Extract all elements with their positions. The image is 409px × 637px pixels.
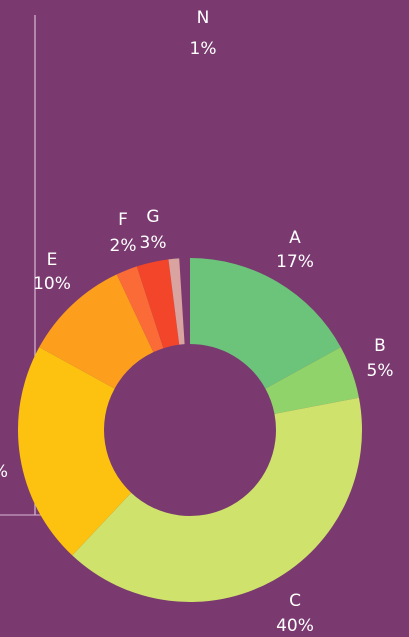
donut — [17, 258, 362, 602]
donut-slice — [168, 258, 185, 345]
slice-name: B — [374, 336, 386, 356]
slice-value-label: 10% — [33, 274, 71, 294]
slice-name: C — [289, 591, 301, 611]
slice-value-label: 1% — [190, 39, 217, 59]
donut-slice — [72, 397, 362, 602]
labels: A 17% B 5% C 40%% E 10% F 2% G 3% N 1% — [0, 8, 393, 636]
donut-slice — [17, 347, 132, 556]
slice-value-label: % — [0, 462, 8, 482]
donut-slice — [136, 259, 180, 349]
donut-slice — [116, 266, 164, 353]
slice-name: F — [118, 210, 128, 230]
slice-name: G — [146, 207, 159, 227]
donut-slice — [190, 258, 341, 389]
slice-value-label: 2% — [110, 236, 137, 256]
slice-value-label: 5% — [367, 361, 394, 381]
donut-slice — [39, 274, 154, 389]
donut-slice — [265, 347, 359, 414]
slice-name: E — [47, 250, 58, 270]
slice-name: A — [289, 228, 301, 248]
slice-name: N — [197, 8, 210, 28]
slice-value-label: 40% — [276, 616, 314, 636]
slice-value-label: 3% — [140, 233, 167, 253]
slice-value-label: 17% — [276, 252, 314, 272]
